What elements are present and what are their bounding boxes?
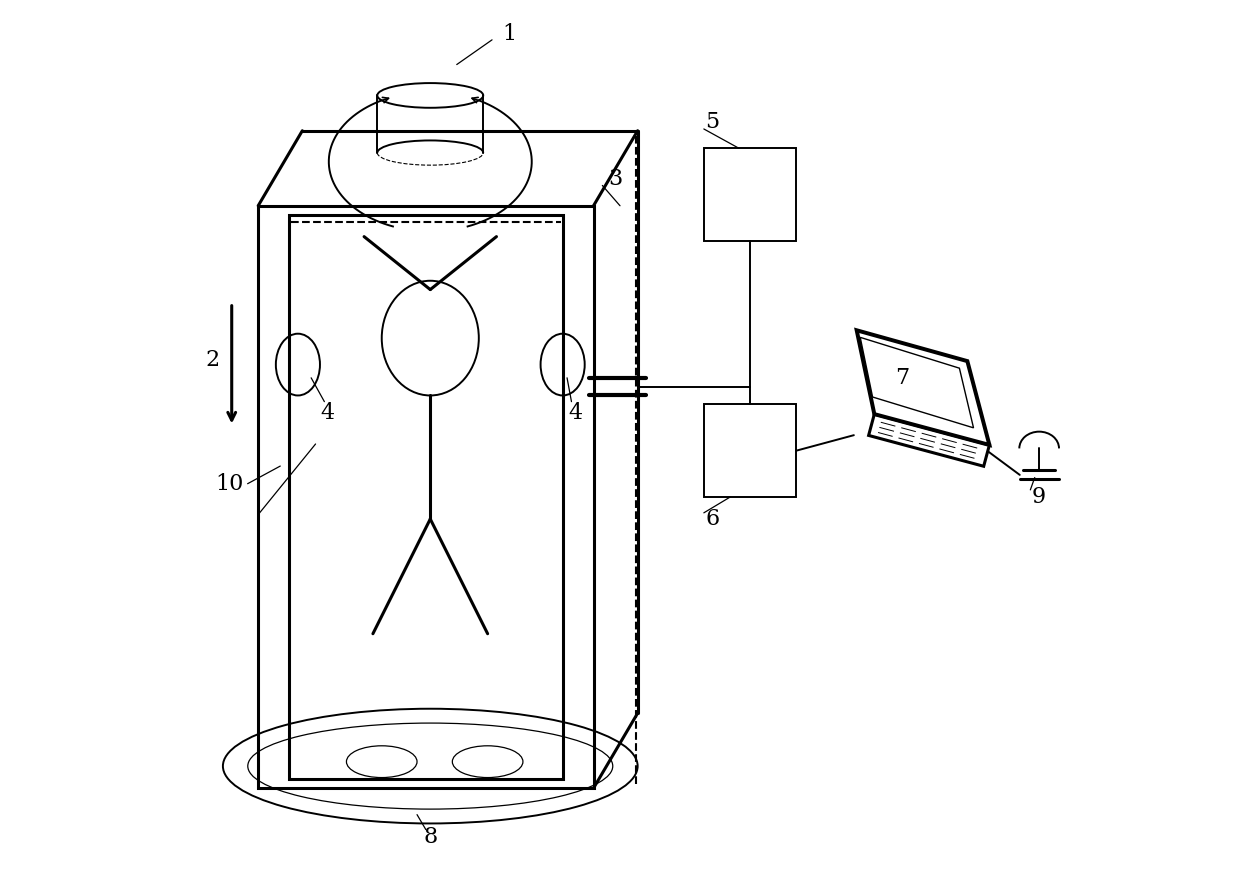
Text: 4: 4 bbox=[320, 402, 334, 424]
Polygon shape bbox=[861, 337, 973, 428]
Text: 6: 6 bbox=[706, 508, 719, 530]
Bar bbox=[704, 148, 796, 241]
Text: 1: 1 bbox=[502, 23, 517, 44]
Bar bbox=[289, 215, 563, 780]
Polygon shape bbox=[869, 414, 990, 466]
Text: 9: 9 bbox=[1032, 486, 1047, 508]
Ellipse shape bbox=[377, 83, 484, 107]
Polygon shape bbox=[857, 330, 990, 445]
Text: 5: 5 bbox=[706, 111, 719, 133]
Text: 2: 2 bbox=[206, 349, 219, 371]
Text: 7: 7 bbox=[895, 367, 909, 389]
Text: 10: 10 bbox=[216, 472, 244, 495]
Text: 4: 4 bbox=[569, 402, 583, 424]
Bar bbox=[704, 404, 796, 497]
Bar bbox=[258, 206, 594, 789]
Text: 3: 3 bbox=[609, 168, 622, 190]
Text: 8: 8 bbox=[423, 826, 438, 848]
